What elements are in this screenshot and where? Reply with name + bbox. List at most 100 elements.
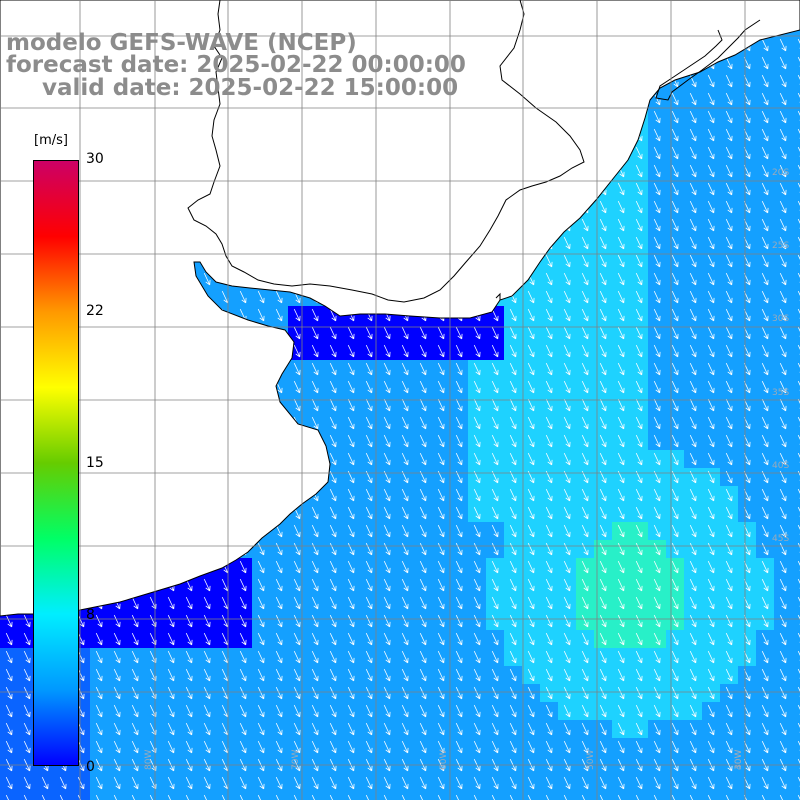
wind-arrow <box>779 740 787 754</box>
wind-arrow <box>455 686 463 700</box>
wind-arrow <box>671 452 679 466</box>
wind-arrow <box>419 524 427 538</box>
wind-arrow <box>671 560 679 574</box>
wind-arrow <box>671 596 679 610</box>
wind-arrow <box>653 128 661 142</box>
wind-arrow <box>203 722 211 736</box>
wind-arrow <box>707 560 715 574</box>
wind-arrow <box>761 146 769 160</box>
wind-arrow <box>671 686 679 700</box>
wind-arrow <box>725 200 733 214</box>
wind-arrow <box>761 362 769 376</box>
wind-arrow <box>527 614 535 628</box>
wind-arrow <box>257 560 265 574</box>
wind-arrow <box>437 740 445 754</box>
wind-arrow <box>239 632 247 646</box>
wind-arrow <box>437 560 445 574</box>
wind-arrow <box>455 740 463 754</box>
wind-arrow <box>617 632 625 646</box>
wind-arrow <box>545 668 553 682</box>
wind-speed-cell <box>792 702 800 720</box>
wind-arrow <box>635 542 643 556</box>
wind-arrow <box>275 542 283 556</box>
wind-arrow <box>797 272 800 283</box>
wind-arrow <box>581 326 589 340</box>
wind-arrow <box>653 704 661 718</box>
wind-arrow <box>797 758 800 769</box>
wind-arrow <box>491 704 499 718</box>
wind-arrow <box>707 650 715 664</box>
wind-speed-cell <box>792 486 800 504</box>
wind-arrow <box>419 362 427 376</box>
wind-arrow <box>779 398 787 412</box>
wind-speed-cell <box>270 792 288 800</box>
wind-arrow <box>671 578 679 592</box>
wind-arrow <box>437 344 445 358</box>
wind-speed-cell <box>792 774 800 792</box>
wind-arrow <box>419 434 427 448</box>
wind-arrow <box>5 650 13 664</box>
wind-arrow <box>689 308 697 322</box>
wind-arrow <box>239 722 247 736</box>
wind-arrow <box>779 614 787 628</box>
wind-arrow <box>761 92 769 106</box>
wind-arrow <box>779 578 787 592</box>
wind-arrow <box>311 416 319 430</box>
wind-arrow <box>707 182 715 196</box>
wind-arrow <box>545 524 553 538</box>
wind-arrow <box>635 272 643 286</box>
wind-arrow <box>725 380 733 394</box>
wind-arrow <box>707 776 715 790</box>
wind-arrow <box>563 290 571 304</box>
wind-arrow <box>311 704 319 718</box>
wind-speed-cell <box>792 576 800 594</box>
wind-arrow <box>5 704 13 718</box>
wind-arrow <box>653 218 661 232</box>
wind-arrow <box>131 794 135 800</box>
wind-arrow <box>239 614 247 628</box>
wind-arrow <box>491 794 495 800</box>
wind-arrow <box>383 488 391 502</box>
wind-arrow <box>491 632 499 646</box>
wind-arrow <box>707 380 715 394</box>
wind-arrow <box>257 542 265 556</box>
wind-arrow <box>527 506 535 520</box>
wind-arrow <box>131 614 139 628</box>
wind-arrow <box>653 92 661 106</box>
wind-arrow <box>707 794 711 800</box>
wind-arrow <box>725 506 733 520</box>
wind-arrow <box>365 650 373 664</box>
wind-arrow <box>707 542 715 556</box>
wind-arrow <box>689 668 697 682</box>
wind-arrow <box>77 794 81 800</box>
wind-arrow <box>329 506 337 520</box>
wind-arrow <box>455 632 463 646</box>
wind-arrow <box>653 578 661 592</box>
wind-arrow <box>329 380 337 394</box>
wind-arrow <box>419 632 427 646</box>
wind-arrow <box>347 326 355 340</box>
wind-arrow <box>581 254 589 268</box>
wind-arrow <box>365 668 373 682</box>
wind-arrow <box>635 308 643 322</box>
wind-arrow <box>671 776 679 790</box>
wind-arrow <box>347 488 355 502</box>
longitude-label: 70W <box>291 750 301 770</box>
wind-arrow <box>311 614 319 628</box>
wind-arrow <box>725 74 733 88</box>
wind-arrow <box>257 650 265 664</box>
wind-speed-cell <box>396 792 414 800</box>
wind-arrow <box>113 686 121 700</box>
wind-arrow <box>779 92 787 106</box>
wind-arrow <box>581 272 589 286</box>
wind-arrow <box>167 722 175 736</box>
wind-arrow <box>383 740 391 754</box>
wind-arrow <box>725 290 733 304</box>
wind-arrow <box>779 686 787 700</box>
wind-arrow <box>401 416 409 430</box>
wind-arrow <box>689 578 697 592</box>
wind-arrow <box>689 272 697 286</box>
wind-arrow <box>527 686 535 700</box>
wind-speed-cell <box>792 792 800 800</box>
wind-arrow <box>383 776 391 790</box>
